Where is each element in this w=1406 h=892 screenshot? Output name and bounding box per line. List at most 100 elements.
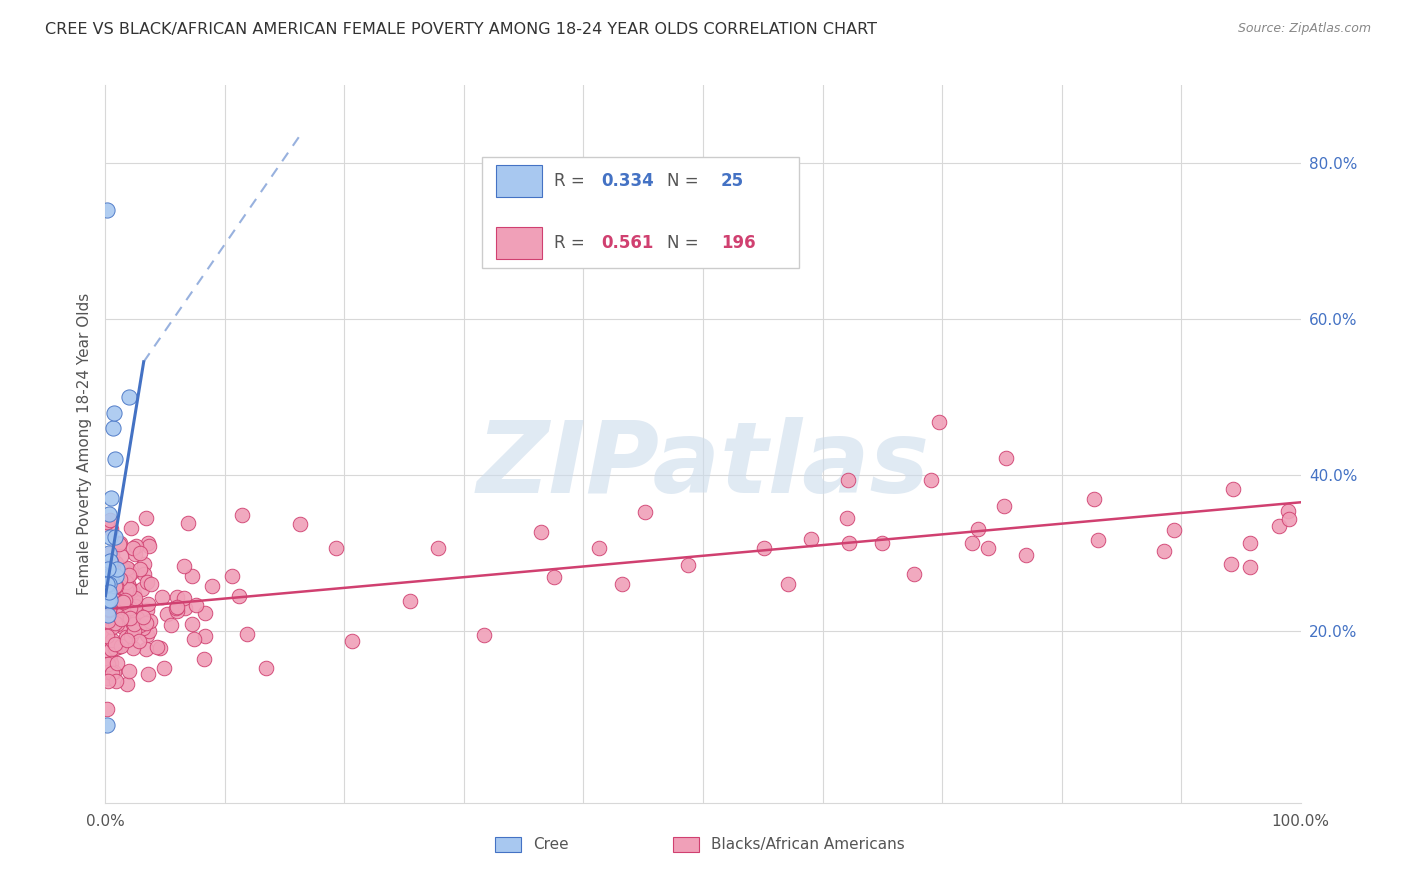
Point xyxy=(173,591,195,606)
Point xyxy=(96,515,118,529)
Point xyxy=(105,569,128,583)
Point xyxy=(105,594,128,608)
Point xyxy=(138,614,160,628)
Point xyxy=(993,499,1015,513)
Point xyxy=(132,621,155,635)
Point xyxy=(778,576,800,591)
Y-axis label: Female Poverty Among 18-24 Year Olds: Female Poverty Among 18-24 Year Olds xyxy=(76,293,91,595)
Point xyxy=(101,632,124,647)
Point xyxy=(134,510,156,524)
Point xyxy=(193,652,215,666)
Point xyxy=(100,642,122,657)
Point xyxy=(221,569,243,583)
Point xyxy=(104,641,127,656)
Point xyxy=(98,592,121,607)
Point xyxy=(110,612,132,626)
Point xyxy=(160,618,183,632)
Text: 196: 196 xyxy=(721,234,755,252)
Point xyxy=(120,610,142,624)
Point xyxy=(136,598,159,612)
Point xyxy=(115,590,138,604)
Point xyxy=(96,585,118,599)
Point xyxy=(97,601,120,615)
Point xyxy=(124,623,146,637)
Point xyxy=(96,585,118,599)
Point xyxy=(254,661,277,675)
Point xyxy=(97,602,120,616)
Point xyxy=(96,202,118,217)
Point xyxy=(173,558,195,573)
Point xyxy=(105,612,128,626)
Point xyxy=(101,620,124,634)
Point xyxy=(1267,519,1289,533)
Point xyxy=(588,541,610,555)
Point xyxy=(101,548,124,562)
Point xyxy=(104,600,127,615)
Point xyxy=(676,558,699,572)
Point xyxy=(118,390,141,404)
Point xyxy=(1163,523,1185,537)
Point xyxy=(107,537,129,551)
Point xyxy=(122,624,145,639)
Point xyxy=(104,586,127,600)
Point xyxy=(124,591,146,605)
Point xyxy=(1087,533,1109,547)
Point xyxy=(101,665,124,680)
Point xyxy=(173,600,195,615)
Point xyxy=(427,541,450,555)
Point xyxy=(1222,482,1244,496)
Point xyxy=(105,557,128,571)
Text: 0.561: 0.561 xyxy=(602,234,654,252)
Point xyxy=(340,634,363,648)
Point xyxy=(236,627,259,641)
Point xyxy=(97,608,120,623)
Point xyxy=(96,614,118,628)
Point xyxy=(98,585,121,599)
Point xyxy=(98,577,121,591)
Point xyxy=(138,539,160,553)
Point xyxy=(132,610,155,624)
Point xyxy=(100,513,122,527)
Point xyxy=(124,586,146,600)
Point xyxy=(124,599,146,613)
Point xyxy=(98,507,121,521)
Point xyxy=(97,657,120,671)
Point xyxy=(124,547,146,561)
Point xyxy=(107,588,129,602)
Point xyxy=(1239,560,1261,574)
Point xyxy=(121,617,143,632)
Point xyxy=(104,530,127,544)
Point xyxy=(166,600,188,615)
Point xyxy=(97,665,120,680)
Point xyxy=(994,451,1017,466)
Point xyxy=(181,616,204,631)
Point xyxy=(97,643,120,657)
Point xyxy=(121,541,143,555)
Point xyxy=(131,582,153,596)
Point xyxy=(1278,512,1301,526)
Point xyxy=(184,598,207,612)
Point xyxy=(96,702,118,716)
Point xyxy=(96,609,118,624)
Point xyxy=(110,549,132,563)
Point xyxy=(117,562,139,576)
Point xyxy=(194,607,217,621)
Point xyxy=(1153,544,1175,558)
Bar xyxy=(495,837,522,853)
Point xyxy=(117,632,139,647)
Point xyxy=(105,617,128,632)
Point xyxy=(1219,558,1241,572)
Point xyxy=(136,603,159,617)
Point xyxy=(96,593,118,607)
Point xyxy=(103,599,125,613)
Point xyxy=(124,604,146,618)
Point xyxy=(107,640,129,654)
Point xyxy=(837,473,859,487)
Point xyxy=(108,589,131,603)
Point xyxy=(98,530,121,544)
Point xyxy=(112,591,135,605)
Point xyxy=(325,541,347,555)
Point xyxy=(120,607,142,621)
Point xyxy=(97,569,120,583)
Point xyxy=(135,628,157,642)
